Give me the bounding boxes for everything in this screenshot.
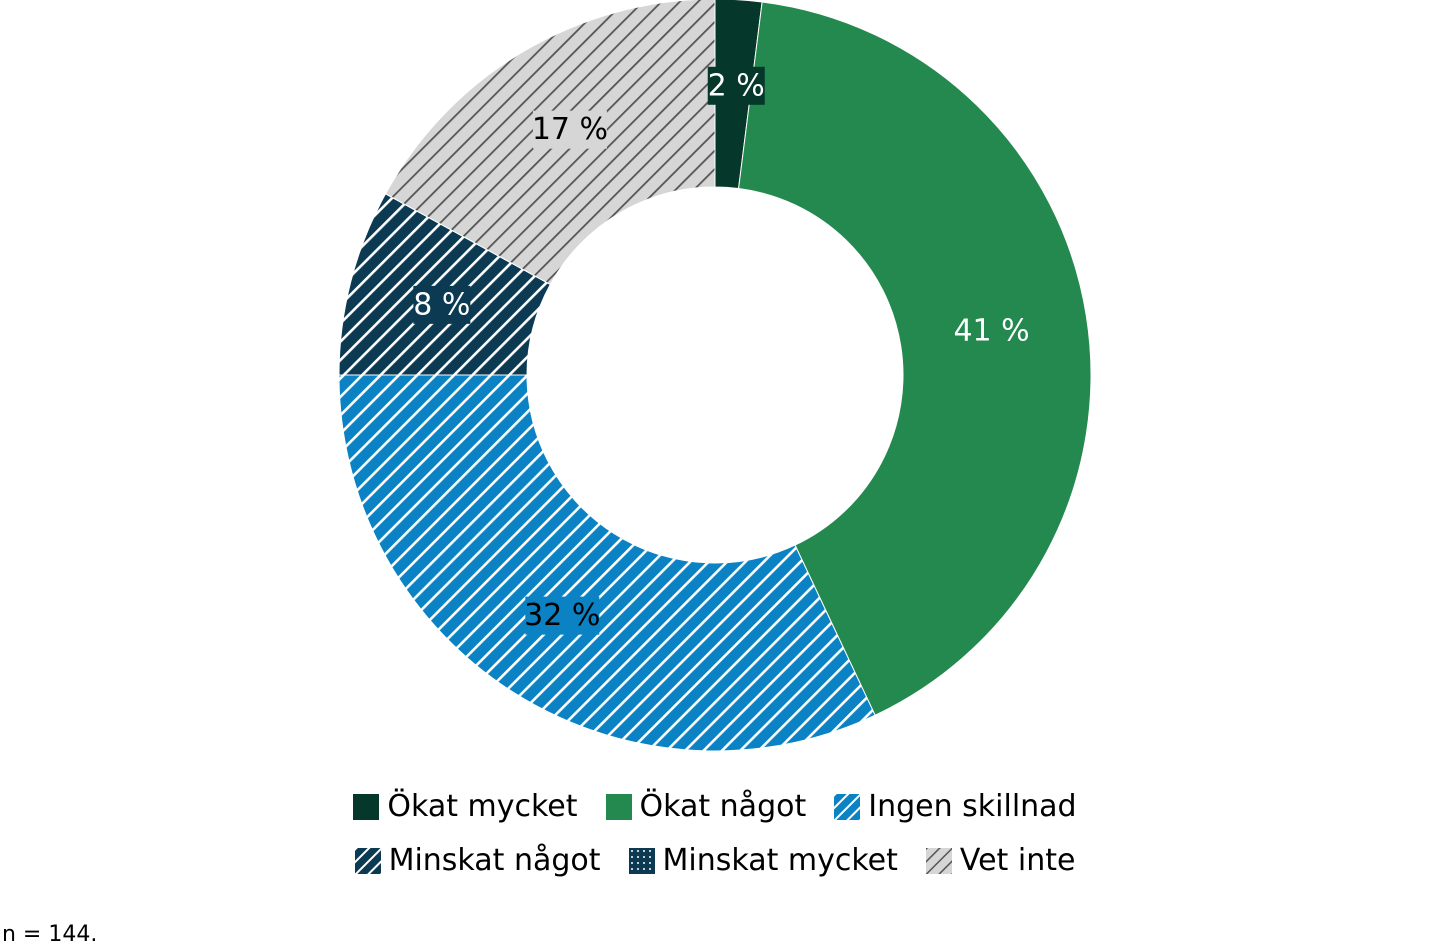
- legend-swatch-minskat-mycket: [628, 848, 655, 874]
- value-label-bg-vet-inte: [532, 110, 607, 149]
- chart-legend: Ökat mycket Ökat något Ingen skillnad Mi…: [0, 780, 1430, 888]
- value-label-vet-inte: 17 %: [532, 112, 608, 147]
- legend-item-ingen-skillnad: Ingen skillnad: [834, 789, 1077, 824]
- legend-swatch-ingen-skillnad: [834, 794, 861, 820]
- legend-label-okat-nagot: Ökat något: [639, 789, 807, 824]
- donut-chart: 2 % 41 % 32 % 8 % 17 %: [338, 0, 1092, 752]
- value-label-bg-minskat-nagot: [413, 285, 471, 324]
- legend-item-okat-nagot: Ökat något: [605, 789, 807, 824]
- value-label-bg-okat-mycket: [707, 66, 765, 105]
- legend-swatch-okat-nagot: [605, 794, 632, 820]
- legend-row-1: Ökat mycket Ökat något Ingen skillnad: [0, 780, 1430, 834]
- legend-swatch-okat-mycket: [353, 794, 380, 820]
- legend-item-vet-inte: Vet inte: [925, 843, 1076, 878]
- value-label-ingen-skillnad: 32 %: [524, 598, 600, 633]
- value-label-minskat-nagot: 8 %: [413, 287, 470, 322]
- legend-label-minskat-mycket: Minskat mycket: [662, 843, 898, 878]
- slice-ingen-skillnad: [338, 374, 876, 752]
- legend-label-ingen-skillnad: Ingen skillnad: [868, 789, 1077, 824]
- legend-item-minskat-nagot: Minskat något: [354, 843, 601, 878]
- value-label-bg-ingen-skillnad: [525, 596, 600, 635]
- legend-label-vet-inte: Vet inte: [959, 843, 1076, 878]
- legend-item-minskat-mycket: Minskat mycket: [628, 843, 898, 878]
- value-label-okat-mycket: 2 %: [708, 68, 765, 103]
- legend-label-okat-mycket: Ökat mycket: [387, 789, 578, 824]
- donut-value-labels: 2 % 41 % 32 % 8 % 17 %: [413, 66, 1030, 635]
- legend-row-2: Minskat något Minskat mycket Vet inte: [0, 834, 1430, 888]
- legend-swatch-minskat-nagot: [354, 848, 381, 874]
- slice-okat-nagot: [738, 1, 1092, 716]
- legend-swatch-vet-inte: [925, 848, 952, 874]
- legend-item-okat-mycket: Ökat mycket: [353, 789, 578, 824]
- legend-label-minskat-nagot: Minskat något: [388, 843, 601, 878]
- sample-size-note: n = 144.: [2, 922, 98, 947]
- donut-slices: [338, 0, 1092, 752]
- value-label-okat-nagot: 41 %: [953, 314, 1029, 349]
